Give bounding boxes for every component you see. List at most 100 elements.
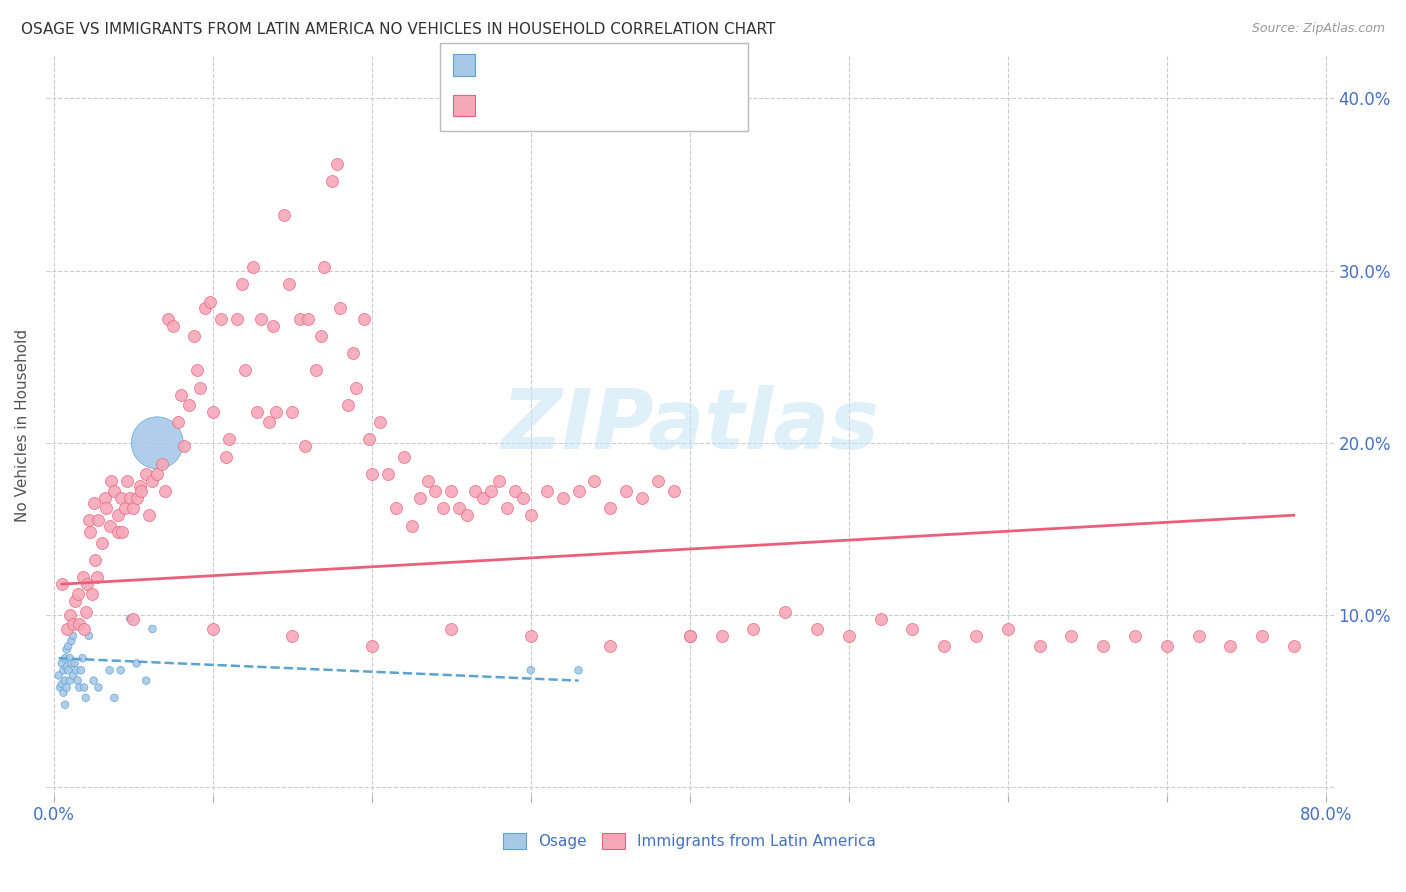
Point bbox=[55, 660, 77, 674]
Point bbox=[53, 651, 76, 665]
Point bbox=[337, 398, 360, 412]
Point bbox=[72, 651, 94, 665]
Point bbox=[377, 467, 399, 481]
Point bbox=[111, 525, 134, 540]
Point bbox=[53, 673, 76, 688]
Point bbox=[79, 525, 101, 540]
Point bbox=[357, 433, 380, 447]
Point bbox=[170, 387, 193, 401]
Point bbox=[266, 405, 288, 419]
Point bbox=[342, 346, 364, 360]
Point bbox=[440, 622, 463, 636]
Point bbox=[153, 484, 176, 499]
Point bbox=[115, 474, 138, 488]
Point bbox=[294, 439, 316, 453]
Point bbox=[384, 501, 406, 516]
Point bbox=[59, 651, 82, 665]
Point bbox=[257, 415, 280, 429]
Point bbox=[368, 415, 391, 429]
Point bbox=[62, 616, 84, 631]
Point bbox=[225, 311, 247, 326]
Point bbox=[201, 622, 224, 636]
Point bbox=[186, 363, 208, 377]
Legend: Osage, Immigrants from Latin America: Osage, Immigrants from Latin America bbox=[498, 827, 883, 855]
Point bbox=[103, 484, 125, 499]
Point bbox=[138, 508, 160, 523]
Point bbox=[965, 629, 987, 643]
Point bbox=[66, 587, 89, 601]
Point bbox=[103, 690, 125, 705]
Point bbox=[55, 622, 77, 636]
Point bbox=[125, 657, 148, 671]
Point bbox=[150, 457, 173, 471]
Point bbox=[135, 467, 157, 481]
Point bbox=[198, 294, 221, 309]
Point bbox=[51, 677, 73, 691]
Point bbox=[73, 622, 96, 636]
Point bbox=[1251, 629, 1274, 643]
Point bbox=[76, 577, 98, 591]
Point bbox=[520, 663, 543, 677]
Point bbox=[52, 686, 75, 700]
Point bbox=[86, 570, 108, 584]
Point bbox=[934, 639, 956, 653]
Point bbox=[72, 570, 94, 584]
Text: Source: ZipAtlas.com: Source: ZipAtlas.com bbox=[1251, 22, 1385, 36]
Point bbox=[107, 525, 129, 540]
Point bbox=[242, 260, 264, 274]
Point bbox=[425, 484, 447, 499]
Point bbox=[599, 639, 621, 653]
Point bbox=[520, 629, 543, 643]
Point bbox=[141, 622, 163, 636]
Point bbox=[146, 435, 169, 450]
Point bbox=[177, 398, 200, 412]
Point bbox=[114, 501, 136, 516]
Text: R = -0.024  N=  41: R = -0.024 N= 41 bbox=[485, 56, 665, 74]
Point bbox=[65, 663, 87, 677]
Point bbox=[52, 663, 75, 677]
Text: OSAGE VS IMMIGRANTS FROM LATIN AMERICA NO VEHICLES IN HOUSEHOLD CORRELATION CHAR: OSAGE VS IMMIGRANTS FROM LATIN AMERICA N… bbox=[21, 22, 776, 37]
Point bbox=[1156, 639, 1178, 653]
Point bbox=[60, 634, 83, 648]
Point bbox=[107, 508, 129, 523]
Point bbox=[408, 491, 430, 505]
Point bbox=[75, 690, 97, 705]
Point bbox=[77, 629, 100, 643]
Point bbox=[479, 484, 502, 499]
Point bbox=[249, 311, 271, 326]
Point bbox=[110, 663, 132, 677]
Point bbox=[77, 513, 100, 527]
Point bbox=[1282, 639, 1305, 653]
Point bbox=[141, 474, 163, 488]
Point bbox=[583, 474, 606, 488]
Point bbox=[146, 467, 169, 481]
Point bbox=[662, 484, 685, 499]
Point bbox=[53, 698, 76, 712]
Point bbox=[87, 681, 110, 695]
Point bbox=[83, 673, 105, 688]
Point bbox=[62, 668, 84, 682]
Point bbox=[173, 439, 195, 453]
Point bbox=[128, 479, 150, 493]
Point bbox=[59, 608, 82, 623]
Point bbox=[94, 491, 117, 505]
Point bbox=[647, 474, 669, 488]
Point bbox=[1123, 629, 1146, 643]
Point bbox=[51, 657, 73, 671]
Point bbox=[1187, 629, 1209, 643]
Point bbox=[201, 405, 224, 419]
Point bbox=[188, 381, 211, 395]
Point bbox=[472, 491, 495, 505]
Point bbox=[214, 450, 236, 464]
Point bbox=[599, 501, 621, 516]
Point bbox=[58, 663, 80, 677]
Point bbox=[58, 639, 80, 653]
Point bbox=[83, 496, 105, 510]
Point bbox=[1060, 629, 1083, 643]
Point bbox=[98, 518, 121, 533]
Point bbox=[449, 501, 471, 516]
Point bbox=[194, 301, 217, 316]
Y-axis label: No Vehicles in Household: No Vehicles in Household bbox=[15, 329, 30, 522]
Point bbox=[55, 681, 77, 695]
Point bbox=[84, 553, 107, 567]
